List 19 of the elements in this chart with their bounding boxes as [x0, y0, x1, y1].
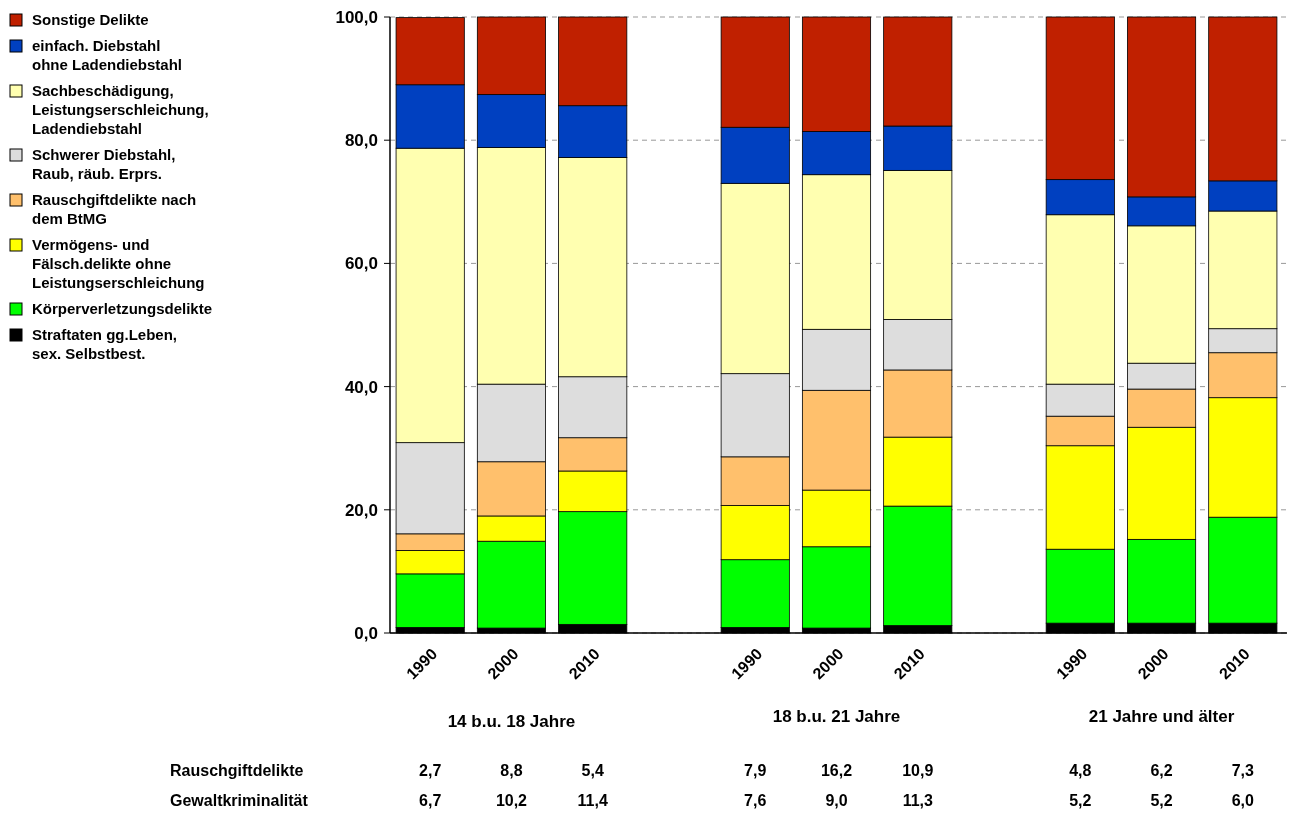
legend-label: Körperverletzungsdelikte	[32, 300, 213, 317]
y-tick-label: 80,0	[344, 131, 378, 151]
text: 18 b.u. 21 Jahre	[772, 707, 901, 726]
y-tick-label: 60,0	[344, 254, 378, 274]
text: 14 b.u. 18 Jahre	[447, 712, 576, 731]
legend-label: einfach. Diebstahl ohne Ladendiebstahl	[32, 37, 183, 73]
text: Gewaltkriminalität 6,7 10,2 11,4 7,6 9,0 11,3 5,2 5,2 6,0	[170, 792, 1254, 809]
y-tick-label: 100,0	[335, 7, 378, 27]
legend-label: Sonstige Delikte	[32, 11, 149, 28]
legend-label: Sachbeschädigung, Leistungserschleichung, Ladendiebstahl	[32, 82, 209, 137]
y-tick-label: 20,0	[344, 500, 378, 520]
y-tick-label: 0,0	[354, 623, 378, 643]
text: 21 Jahre und älter	[1088, 707, 1235, 726]
text: Rauschgiftdelikte 2,7 8,8 5,4 7,9 16,2 10,9 4,8 6,2 7,3	[170, 762, 1254, 779]
legend-label: Vermögens- und Fälsch.delikte ohne Leistungserschleichung	[32, 236, 205, 291]
y-tick-label: 40,0	[344, 377, 378, 397]
legend-label: Straftaten gg.Leben, sex. Selbstbest.	[32, 326, 178, 362]
legend-label: Rauschgiftdelikte nach dem BtMG	[32, 191, 197, 227]
legend-label: Schwerer Diebstahl, Raub, räub. Erprs.	[32, 146, 176, 182]
